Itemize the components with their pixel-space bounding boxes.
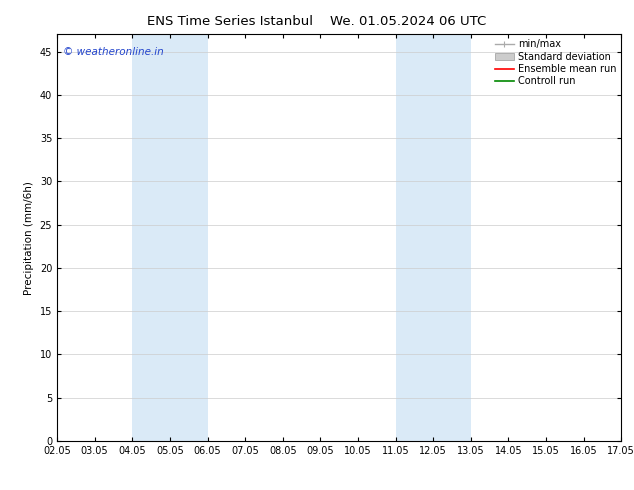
Y-axis label: Precipitation (mm/6h): Precipitation (mm/6h) xyxy=(24,181,34,294)
Text: ENS Time Series Istanbul    We. 01.05.2024 06 UTC: ENS Time Series Istanbul We. 01.05.2024 … xyxy=(147,15,487,28)
Bar xyxy=(133,34,207,441)
Bar xyxy=(396,34,471,441)
Text: © weatheronline.in: © weatheronline.in xyxy=(63,47,164,56)
Legend: min/max, Standard deviation, Ensemble mean run, Controll run: min/max, Standard deviation, Ensemble me… xyxy=(493,37,618,88)
